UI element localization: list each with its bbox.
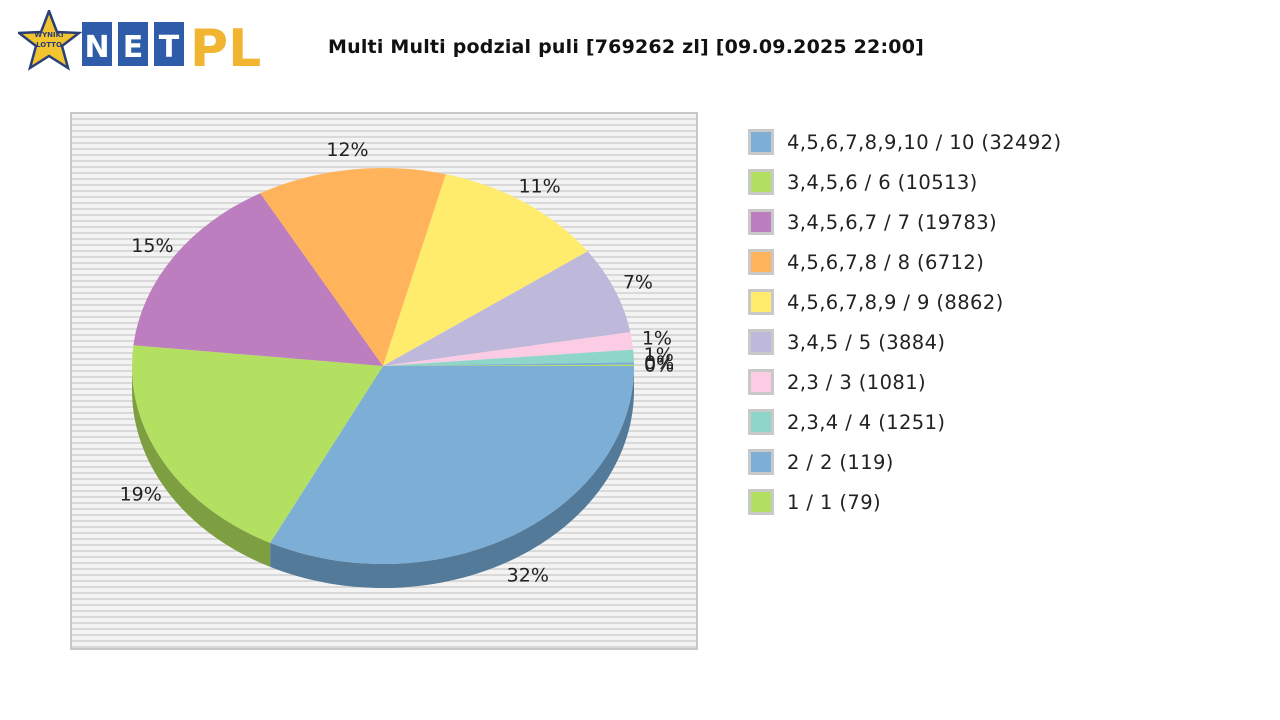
legend-swatch xyxy=(748,489,774,515)
legend-swatch xyxy=(748,169,774,195)
logo-tile-n xyxy=(82,22,112,66)
legend-label: 3,4,5 / 5 (3884) xyxy=(787,330,946,354)
legend-label: 2,3 / 3 (1081) xyxy=(787,370,927,394)
legend-label: 2,3,4 / 4 (1251) xyxy=(787,410,946,434)
legend-item[interactable]: 3,4,5,6,7 / 7 (19783) xyxy=(748,202,1061,242)
legend-item[interactable]: 4,5,6,7,8,9 / 9 (8862) xyxy=(748,282,1061,322)
chart-title: Multi Multi podzial puli [769262 zl] [09… xyxy=(328,36,925,58)
netpl-logo-graphic: WYNIKI LOTTO N E T PL xyxy=(15,7,261,79)
legend-swatch xyxy=(748,449,774,475)
plot-area xyxy=(70,112,698,650)
logo-tile-t xyxy=(154,22,184,66)
legend-item[interactable]: 3,4,5 / 5 (3884) xyxy=(748,322,1061,362)
logo-letter-e: E xyxy=(123,30,144,65)
legend-label: 1 / 1 (79) xyxy=(787,490,882,514)
legend-item[interactable]: 1 / 1 (79) xyxy=(748,482,1061,522)
logo-letter-t: T xyxy=(159,30,180,65)
chart-legend: 4,5,6,7,8,9,10 / 10 (32492) 3,4,5,6 / 6 (… xyxy=(748,122,1061,522)
logo-badge-text: WYNIKI xyxy=(34,31,63,39)
logo-badge-text-2: LOTTO xyxy=(36,41,62,49)
legend-label: 3,4,5,6 / 6 (10513) xyxy=(787,170,978,194)
legend-item[interactable]: 4,5,6,7,8,9,10 / 10 (32492) xyxy=(748,122,1061,162)
netpl-logo[interactable]: WYNIKI LOTTO N E T PL xyxy=(15,7,268,79)
legend-item[interactable]: 2,3,4 / 4 (1251) xyxy=(748,402,1061,442)
legend-label: 2 / 2 (119) xyxy=(787,450,894,474)
legend-swatch xyxy=(748,289,774,315)
legend-swatch xyxy=(748,249,774,275)
legend-label: 4,5,6,7,8,9,10 / 10 (32492) xyxy=(787,130,1062,154)
logo-letter-n: N xyxy=(84,30,109,65)
logo-tile-e xyxy=(118,22,148,66)
legend-swatch xyxy=(748,209,774,235)
legend-swatch xyxy=(748,129,774,155)
legend-label: 4,5,6,7,8,9 / 9 (8862) xyxy=(787,290,1004,314)
legend-item[interactable]: 2,3 / 3 (1081) xyxy=(748,362,1061,402)
legend-item[interactable]: 2 / 2 (119) xyxy=(748,442,1061,482)
legend-label: 4,5,6,7,8 / 8 (6712) xyxy=(787,250,985,274)
legend-item[interactable]: 4,5,6,7,8 / 8 (6712) xyxy=(748,242,1061,282)
legend-swatch xyxy=(748,409,774,435)
legend-swatch xyxy=(748,369,774,395)
logo-pl: PL xyxy=(190,19,261,72)
legend-label: 3,4,5,6,7 / 7 (19783) xyxy=(787,210,998,234)
legend-swatch xyxy=(748,329,774,355)
legend-item[interactable]: 3,4,5,6 / 6 (10513) xyxy=(748,162,1061,202)
